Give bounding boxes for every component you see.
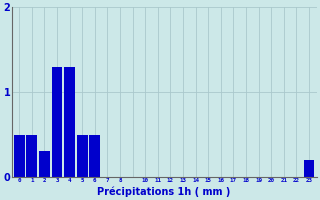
Bar [27, 135, 37, 177]
Bar [14, 135, 25, 177]
Bar [77, 135, 88, 177]
X-axis label: Précipitations 1h ( mm ): Précipitations 1h ( mm ) [97, 186, 231, 197]
Bar [64, 67, 75, 177]
Bar [89, 135, 100, 177]
Bar [39, 151, 50, 177]
Bar [304, 160, 314, 177]
Bar [52, 67, 62, 177]
